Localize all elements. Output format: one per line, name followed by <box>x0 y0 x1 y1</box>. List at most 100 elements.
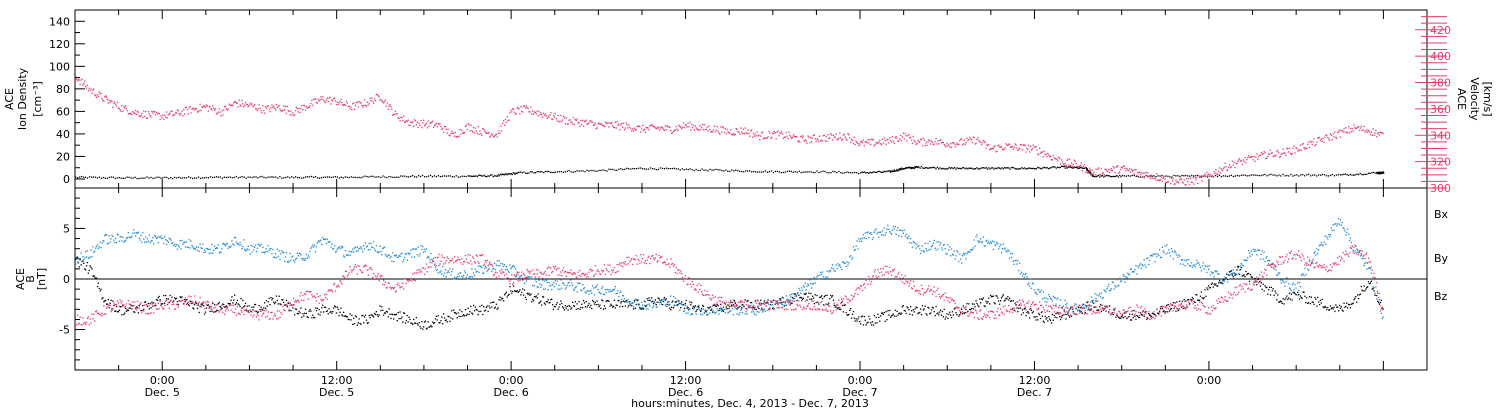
bx-point <box>1001 295 1004 297</box>
bx-point <box>1222 279 1224 281</box>
velocity-point <box>473 132 476 134</box>
velocity-point <box>311 99 313 102</box>
velocity-point <box>1370 131 1372 133</box>
velocity-point <box>374 100 377 102</box>
velocity-point <box>170 110 172 112</box>
density-point <box>493 175 496 177</box>
velocity-point <box>601 123 603 125</box>
velocity-point <box>242 103 244 105</box>
by-point <box>158 236 160 238</box>
by-point <box>176 248 179 250</box>
density-point <box>136 177 138 180</box>
velocity-point <box>1053 157 1055 159</box>
by-point <box>642 304 644 306</box>
velocity-point <box>1316 141 1318 143</box>
density-point <box>291 176 293 178</box>
by-point <box>572 288 575 290</box>
bx-point <box>978 306 980 308</box>
velocity-point <box>1303 147 1305 149</box>
bx-point <box>431 326 433 328</box>
bx-point <box>244 302 247 304</box>
velocity-point <box>1362 129 1364 131</box>
velocity-point <box>454 131 457 134</box>
by-point <box>131 235 133 237</box>
velocity-point <box>1349 127 1352 130</box>
by-point <box>723 308 725 311</box>
velocity-point <box>284 109 286 111</box>
bx-point <box>258 305 260 307</box>
density-point <box>922 167 924 169</box>
velocity-point <box>559 120 561 122</box>
bottom-panel: -505 ACE B [nT] Bx By Bz <box>14 187 1449 371</box>
by-point <box>963 254 965 256</box>
velocity-point <box>261 112 263 114</box>
bx-point <box>651 297 653 299</box>
velocity-point <box>118 107 120 110</box>
bx-point <box>414 322 417 324</box>
velocity-point <box>893 142 895 144</box>
velocity-point <box>1209 173 1212 176</box>
velocity-point <box>522 111 524 113</box>
by-point <box>221 248 223 250</box>
velocity-point <box>1145 171 1147 173</box>
density-point <box>645 168 648 170</box>
density-point <box>459 176 461 178</box>
velocity-point <box>709 128 711 130</box>
by-point <box>417 246 419 248</box>
by-point <box>891 229 894 231</box>
density-point <box>600 169 602 172</box>
bx-point <box>887 310 889 312</box>
bx-point <box>385 310 387 313</box>
by-point <box>344 250 347 252</box>
bx-point <box>1134 315 1136 317</box>
bx-point <box>952 314 954 316</box>
density-point <box>398 176 400 178</box>
bx-point <box>654 299 656 301</box>
density-point <box>1050 167 1052 169</box>
bx-point <box>1360 285 1362 288</box>
bx-point <box>1024 307 1026 309</box>
bx-point <box>1365 288 1367 290</box>
velocity-point <box>1063 164 1065 166</box>
velocity-point <box>381 100 383 102</box>
bx-point <box>282 299 284 301</box>
bx-point <box>591 307 593 310</box>
density-point <box>961 167 964 169</box>
bx-point <box>868 315 870 317</box>
bx-point <box>321 307 323 309</box>
bx-point <box>295 308 298 310</box>
velocity-point <box>973 136 975 139</box>
by-point <box>900 229 902 231</box>
bx-point <box>862 324 865 326</box>
density-point <box>1254 174 1256 176</box>
bx-point <box>482 313 484 316</box>
bx-point <box>281 299 283 301</box>
bx-point <box>111 309 113 311</box>
velocity-point <box>1184 184 1186 186</box>
density-point <box>396 176 398 178</box>
by-point <box>850 255 852 257</box>
density-point <box>869 171 871 174</box>
bx-point <box>306 316 308 318</box>
bx-point <box>1091 300 1093 302</box>
velocity-point <box>155 114 157 116</box>
velocity-point <box>1212 175 1214 178</box>
velocity-point <box>972 136 974 138</box>
density-point <box>1080 166 1082 168</box>
velocity-point <box>234 100 236 103</box>
density-point <box>1051 166 1053 168</box>
bx-point <box>1381 307 1383 309</box>
bx-point <box>1356 301 1358 303</box>
bx-point <box>821 297 824 300</box>
bx-point <box>665 298 667 300</box>
bx-point <box>936 313 938 315</box>
bx-point <box>401 316 403 318</box>
velocity-point <box>1357 125 1360 128</box>
velocity-point <box>1117 165 1119 167</box>
density-point <box>1103 176 1105 178</box>
density-point <box>1079 167 1081 169</box>
velocity-point <box>1311 143 1313 146</box>
velocity-point <box>840 137 842 139</box>
bx-point <box>722 310 725 312</box>
velocity-point <box>581 123 583 126</box>
